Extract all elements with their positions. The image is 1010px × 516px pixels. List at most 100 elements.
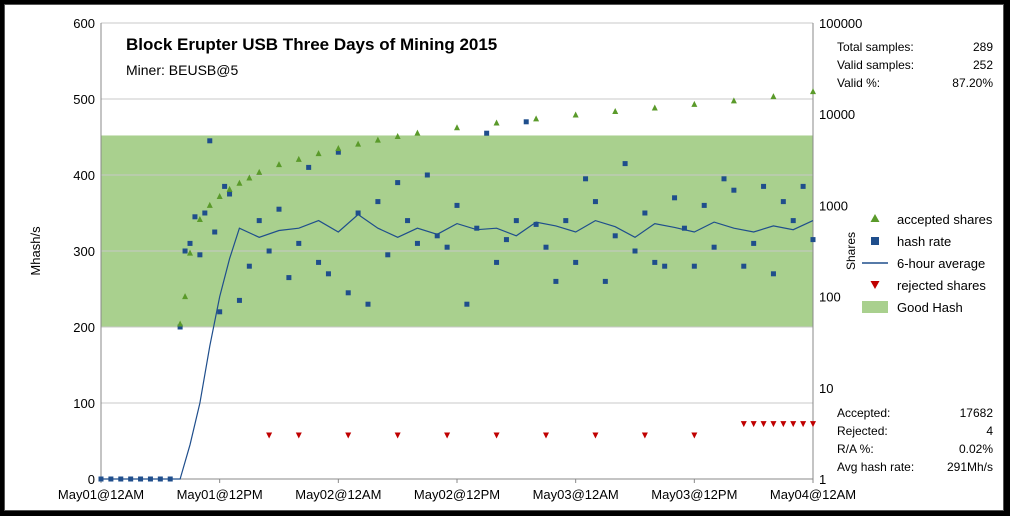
chart-subtitle: Miner: BEUSB@5: [126, 62, 238, 78]
accepted-shares-point: [493, 119, 500, 126]
accepted-shares-point: [612, 108, 619, 115]
x-tick-label: May02@12AM: [295, 487, 381, 502]
hash-rate-point: [770, 271, 776, 277]
hash-rate-point: [138, 476, 144, 482]
rejected-shares-point: [493, 432, 500, 439]
hash-rate-point: [217, 309, 223, 315]
accepted-shares-point: [315, 150, 322, 157]
series-6-hour-average: [101, 213, 814, 480]
accepted-shares-point: [187, 249, 193, 256]
accepted-shares-point: [810, 88, 816, 95]
accepted-shares-point: [196, 216, 203, 223]
stat-label: Valid %:: [837, 76, 880, 90]
y2-tick-label: 100: [819, 290, 841, 305]
legend-label: rejected shares: [897, 278, 986, 293]
accepted-shares-point: [177, 320, 184, 327]
hash-rate-point: [227, 191, 233, 197]
hash-rate-point: [316, 259, 322, 265]
hash-rate-point: [385, 252, 391, 258]
hash-rate-point: [414, 240, 420, 246]
stat-label: Rejected:: [837, 424, 888, 438]
rejected-shares-point: [760, 421, 767, 428]
hash-rate-point: [454, 202, 460, 208]
series-accepted-shares: [177, 88, 816, 327]
x-tick-label: May04@12AM: [770, 487, 856, 502]
y-tick-label: 300: [73, 244, 95, 259]
hash-rate-point: [147, 476, 153, 482]
hash-rate-point: [202, 210, 208, 216]
good-hash-band: [101, 135, 813, 327]
rejected-shares-point: [444, 432, 451, 439]
accepted-shares-point: [182, 293, 189, 300]
accepted-shares-point: [414, 129, 421, 136]
hash-rate-point: [592, 199, 598, 205]
left-axis-ticks: 0 100 200 300 400 500 600: [73, 16, 95, 487]
stat-value: 289: [973, 40, 993, 54]
x-tick-label: May01@12AM: [58, 487, 144, 502]
rejected-shares-point: [740, 421, 747, 428]
hash-rate-point: [741, 263, 747, 269]
stat-value: 0.02%: [959, 442, 993, 456]
hash-rate-point: [266, 248, 272, 254]
rejected-shares-point: [543, 432, 549, 439]
y2-tick-label: 1: [819, 472, 826, 487]
hash-rate-point: [306, 164, 312, 170]
hash-rate-point: [246, 263, 252, 269]
hash-rate-point: [672, 195, 678, 201]
rejected-shares-point: [750, 421, 757, 428]
hash-rate-point: [118, 476, 124, 482]
hash-rate-point: [187, 240, 193, 246]
hash-rate-point: [810, 237, 816, 243]
legend-label: 6-hour average: [897, 256, 985, 271]
y-tick-label: 500: [73, 92, 95, 107]
hash-rate-point: [167, 476, 173, 482]
rejected-shares-point: [345, 432, 352, 439]
hash-rate-point: [192, 214, 198, 220]
stat-label: Accepted:: [837, 406, 890, 420]
legend-label: hash rate: [897, 234, 951, 249]
rejected-shares-point: [780, 421, 787, 428]
rejected-shares-point: [770, 421, 777, 428]
rejected-shares-point: [691, 432, 698, 439]
x-axis-ticks: May01@12AM May01@12PM May02@12AM May02@12PM…: [58, 479, 856, 502]
accepted-shares-point: [216, 193, 223, 200]
accepted-shares-point: [355, 140, 362, 147]
stat-label: R/A %:: [837, 442, 874, 456]
rejected-shares-point: [790, 421, 797, 428]
hash-rate-point: [212, 229, 218, 235]
hash-rate-point: [108, 476, 114, 482]
y2-tick-label: 1000: [819, 198, 848, 213]
y2-tick-label: 10000: [819, 107, 855, 122]
y-tick-label: 0: [88, 472, 95, 487]
stats-top: Total samples: 289 Valid samples: 252 Valid …: [837, 40, 993, 90]
accepted-shares-point: [770, 93, 777, 100]
hash-rate-point: [494, 259, 500, 265]
hash-rate-point: [691, 263, 697, 269]
x-tick-label: May03@12PM: [651, 487, 737, 502]
stats-bottom: Accepted: 17682 Rejected: 4 R/A %: 0.02% Avg h…: [837, 406, 993, 474]
stat-value: 252: [973, 58, 993, 72]
hash-rate-point: [395, 180, 401, 186]
hash-rate-point: [573, 259, 579, 265]
right-axis-ticks: 1 10 100 1000 10000 100000: [819, 16, 862, 487]
accepted-shares-point: [374, 136, 381, 143]
series-hash-rate: [98, 119, 816, 482]
hash-rate-point: [721, 176, 727, 182]
accepted-shares-point: [533, 115, 540, 122]
hash-rate-point: [286, 275, 292, 281]
legend-swatch-good-hash: [862, 301, 888, 313]
legend-swatch-rejected: [870, 281, 880, 289]
hash-rate-point: [642, 210, 648, 216]
hash-rate-point: [365, 301, 371, 307]
hash-rate-point: [652, 259, 658, 265]
stat-value: 291Mh/s: [947, 460, 993, 474]
stat-value: 4: [986, 424, 993, 438]
accepted-shares-point: [335, 145, 342, 152]
hash-rate-point: [632, 248, 638, 254]
hash-rate-point: [276, 206, 282, 212]
x-tick-label: May01@12PM: [177, 487, 263, 502]
hash-rate-point: [256, 218, 262, 224]
hash-rate-point: [177, 324, 183, 330]
hash-rate-point: [523, 119, 529, 125]
legend-swatch-hash: [871, 237, 879, 245]
